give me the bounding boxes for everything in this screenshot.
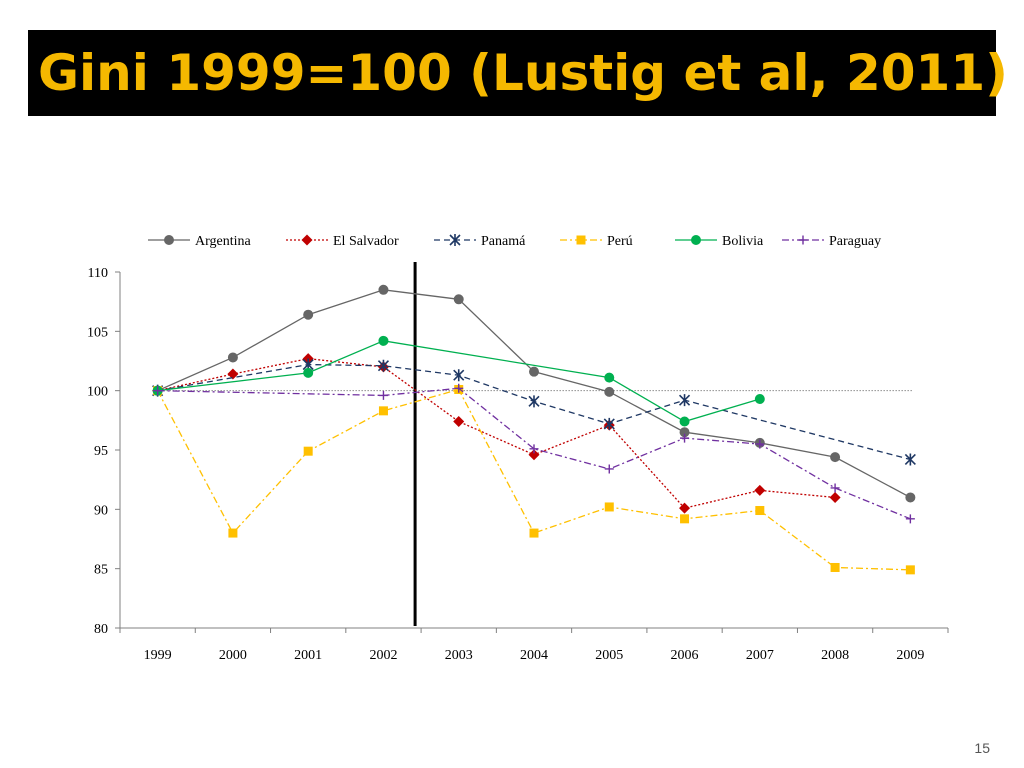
title-bar: Gini 1999=100 (Lustig et al, 2011) xyxy=(28,30,1008,116)
data-point-paraguay xyxy=(755,439,765,449)
data-point-bolivia xyxy=(303,367,314,378)
series-line-per- xyxy=(157,388,911,571)
y-tick-label: 105 xyxy=(87,325,108,340)
x-tick-label: 2001 xyxy=(294,648,322,663)
data-point-paraguay xyxy=(153,386,163,396)
data-point-per- xyxy=(604,502,614,512)
y-tick-label: 95 xyxy=(94,444,108,459)
data-point-el-salvador xyxy=(453,416,465,428)
data-point-bolivia xyxy=(679,416,690,427)
page-number: 15 xyxy=(974,740,990,756)
data-point-argentina xyxy=(453,294,464,305)
data-point-panam- xyxy=(678,394,691,407)
data-point-paraguay xyxy=(905,514,915,524)
data-point-per- xyxy=(680,514,690,524)
legend-marker-bolivia xyxy=(691,235,701,245)
x-tick-label: 2005 xyxy=(595,648,623,663)
legend-marker-el-salvador xyxy=(301,234,313,246)
data-point-paraguay xyxy=(830,483,840,493)
x-tick-label: 2008 xyxy=(821,648,849,663)
x-tick-label: 2000 xyxy=(219,648,247,663)
data-point-el-salvador xyxy=(528,449,540,461)
x-tick-label: 2004 xyxy=(520,648,548,663)
legend-marker-paraguay xyxy=(798,235,808,245)
data-point-paraguay xyxy=(454,383,464,393)
data-point-argentina xyxy=(378,284,389,295)
legend-label-paraguay: Paraguay xyxy=(829,234,881,249)
legend-marker-per- xyxy=(576,235,586,245)
data-point-argentina xyxy=(529,366,539,377)
x-tick-label: 2009 xyxy=(896,648,924,663)
legend-marker-panam- xyxy=(449,234,461,246)
data-point-paraguay xyxy=(680,433,690,443)
data-point-bolivia xyxy=(604,372,615,383)
data-point-per- xyxy=(755,506,765,516)
y-tick-label: 100 xyxy=(87,385,108,400)
data-point-argentina xyxy=(830,452,841,463)
data-point-el-salvador xyxy=(679,502,691,514)
data-point-per- xyxy=(905,565,915,575)
data-point-el-salvador xyxy=(829,491,841,503)
y-tick-label: 85 xyxy=(94,563,108,578)
data-point-panam- xyxy=(528,395,540,408)
legend-label-el-salvador: El Salvador xyxy=(333,234,399,249)
data-point-bolivia xyxy=(754,393,765,404)
data-point-per- xyxy=(830,562,840,572)
data-point-panam- xyxy=(603,417,615,430)
x-tick-label: 2007 xyxy=(746,648,774,663)
data-point-panam- xyxy=(904,453,916,466)
data-point-argentina xyxy=(604,386,615,397)
y-tick-label: 110 xyxy=(88,266,108,281)
slide-title: Gini 1999=100 (Lustig et al, 2011) xyxy=(38,44,1008,102)
data-point-per- xyxy=(303,446,313,456)
data-point-argentina xyxy=(303,309,314,320)
legend-label-panam-: Panamá xyxy=(481,234,526,249)
legend-label-per-: Perú xyxy=(607,234,633,249)
data-point-per- xyxy=(228,528,238,538)
x-tick-label: 2006 xyxy=(671,648,699,663)
data-point-paraguay xyxy=(529,444,539,454)
data-point-panam- xyxy=(377,359,390,372)
y-tick-label: 90 xyxy=(94,503,108,518)
data-point-el-salvador xyxy=(227,368,239,380)
legend-label-argentina: Argentina xyxy=(195,234,252,249)
x-tick-label: 2002 xyxy=(369,648,397,663)
data-point-argentina xyxy=(905,492,916,503)
data-point-argentina xyxy=(227,352,238,363)
data-point-per- xyxy=(529,528,539,538)
legend-marker-argentina xyxy=(164,235,174,245)
x-tick-label: 1999 xyxy=(144,648,172,663)
data-point-paraguay xyxy=(604,464,614,474)
x-tick-label: 2003 xyxy=(445,648,473,663)
series-line-el-salvador xyxy=(157,357,836,509)
series-line-bolivia xyxy=(157,340,761,423)
data-point-bolivia xyxy=(378,335,389,346)
data-point-paraguay xyxy=(378,390,388,400)
data-point-panam- xyxy=(453,369,465,382)
data-point-per- xyxy=(378,406,388,416)
legend-label-bolivia: Bolivia xyxy=(722,234,764,249)
data-point-el-salvador xyxy=(754,484,766,496)
series-line-panam- xyxy=(157,363,911,461)
y-tick-label: 80 xyxy=(94,622,108,637)
